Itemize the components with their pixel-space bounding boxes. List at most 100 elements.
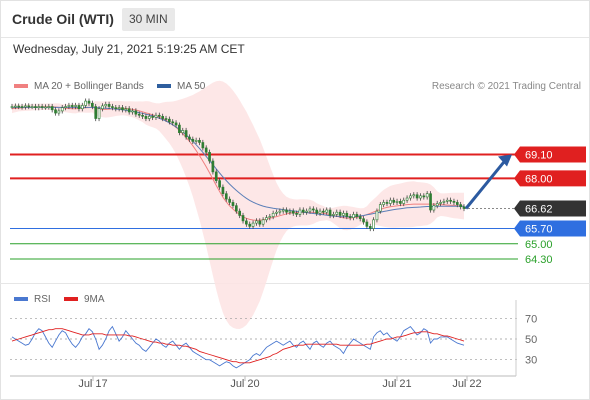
candle <box>218 180 221 188</box>
candle <box>288 210 292 213</box>
timeframe-badge[interactable]: 30 MIN <box>122 8 175 31</box>
level-label-box <box>514 146 586 163</box>
candle <box>452 201 456 203</box>
candle <box>137 113 141 116</box>
legend-9ma-label: 9MA <box>84 294 105 305</box>
candle <box>422 195 426 198</box>
candle <box>238 210 242 216</box>
candle <box>84 100 87 106</box>
level-label: 68.00 <box>525 173 553 185</box>
candle <box>181 130 185 133</box>
candle <box>425 193 429 198</box>
ma50-swatch <box>157 84 171 89</box>
candle <box>67 105 71 107</box>
candle <box>285 209 288 213</box>
candle <box>60 107 64 112</box>
level-label: 65.00 <box>525 239 553 251</box>
candle <box>161 116 164 119</box>
candle <box>74 105 77 107</box>
candle <box>275 211 278 214</box>
candle <box>389 199 392 204</box>
x-tick-label: Jul 20 <box>230 378 259 390</box>
candle <box>234 205 238 212</box>
candle <box>392 199 396 203</box>
candle <box>265 217 268 221</box>
x-tick-label: Jul 22 <box>452 378 481 390</box>
candle <box>94 106 98 119</box>
candle <box>44 106 47 109</box>
candle <box>291 210 295 214</box>
price-panel: 69.10 68.00 66.62 65.70 65.00 64.30 <box>10 80 586 329</box>
legend-rsi: RSI <box>14 294 51 305</box>
candle <box>40 106 44 108</box>
candle <box>37 106 41 108</box>
rsi-line <box>11 325 465 369</box>
time-axis: Jul 17 Jul 20 Jul 21 Jul 22 <box>10 300 517 390</box>
candle <box>174 122 178 126</box>
candle <box>47 106 51 108</box>
candle <box>255 220 258 224</box>
candle <box>335 211 339 215</box>
candle <box>455 202 459 205</box>
x-tick-label: Jul 21 <box>382 378 411 390</box>
candle <box>188 136 191 140</box>
candle <box>462 206 466 209</box>
candle <box>378 204 382 212</box>
legend-ma20: MA 20 + Bollinger Bands <box>14 81 144 92</box>
candle <box>10 106 14 108</box>
candle <box>432 205 436 211</box>
rsi-tick-label: 70 <box>525 313 537 325</box>
candle <box>445 199 449 202</box>
level-label-box <box>514 200 586 217</box>
candle <box>208 151 211 162</box>
candle <box>271 212 275 217</box>
candle <box>144 116 148 119</box>
candle <box>194 140 198 142</box>
rsi-panel: 70 50 30 <box>10 313 537 369</box>
candle <box>395 201 399 203</box>
ma9-swatch <box>64 297 78 302</box>
candle <box>101 105 104 110</box>
candle <box>87 100 91 104</box>
level-label: 66.62 <box>525 203 553 215</box>
candle <box>127 108 131 113</box>
candle <box>325 209 329 213</box>
candle <box>111 106 114 108</box>
candle <box>231 202 235 206</box>
candle <box>157 114 161 117</box>
candle <box>141 114 144 117</box>
candle <box>305 210 308 213</box>
rsi-swatch <box>14 297 28 302</box>
candle <box>301 209 305 213</box>
ma20-swatch <box>14 84 28 89</box>
candle <box>154 114 158 118</box>
level-label-box <box>514 220 586 237</box>
candle <box>114 107 118 110</box>
candle <box>332 214 335 216</box>
candle <box>342 212 345 216</box>
candle <box>258 220 262 225</box>
candle <box>449 199 452 202</box>
candle <box>121 107 124 111</box>
candle <box>281 209 285 212</box>
projection-arrow-head <box>498 154 512 167</box>
candle <box>147 116 151 119</box>
candle <box>295 212 298 215</box>
legend-ma50-label: MA 50 <box>177 81 206 92</box>
candle <box>338 211 342 216</box>
rsi-tick-label: 30 <box>525 355 537 367</box>
candle <box>171 121 175 124</box>
legend-ma20-label: MA 20 + Bollinger Bands <box>34 81 144 92</box>
legend-ma50: MA 50 <box>157 81 205 92</box>
candle <box>362 218 365 223</box>
legend-9ma: 9MA <box>64 294 105 305</box>
candle <box>372 219 375 229</box>
projection-arrow-shaft <box>464 158 508 210</box>
candle <box>184 130 188 138</box>
candle <box>20 106 24 108</box>
candle <box>241 215 245 222</box>
candle <box>261 219 265 225</box>
candle <box>382 202 385 205</box>
level-label: 69.10 <box>525 149 553 161</box>
